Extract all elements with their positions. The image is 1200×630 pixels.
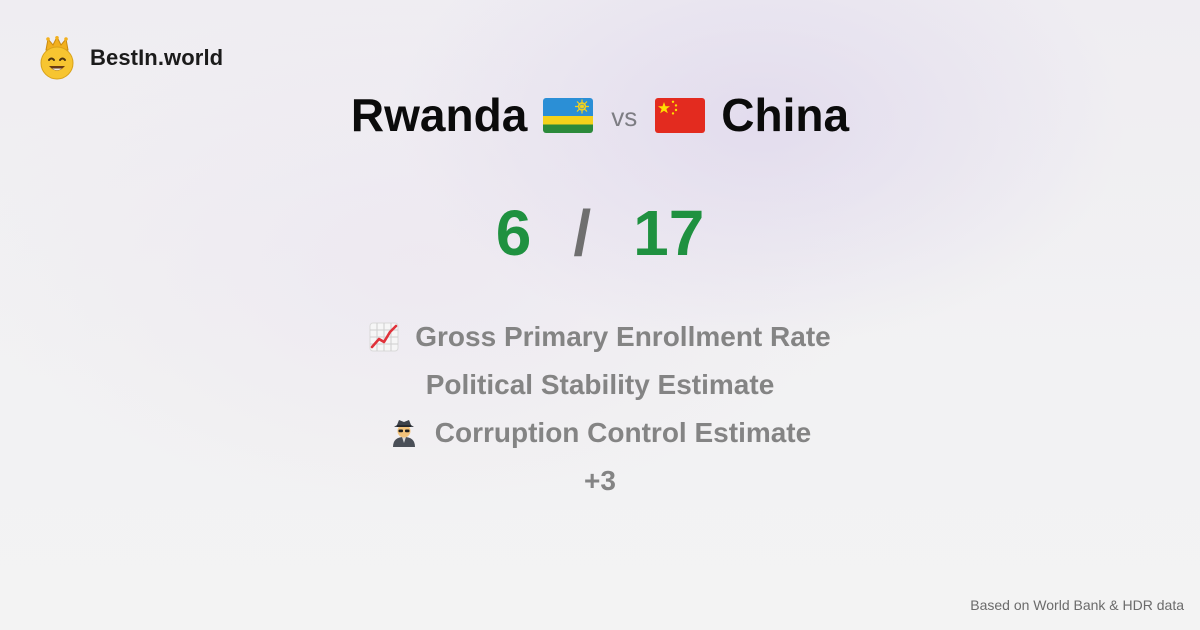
data-source-note: Based on World Bank & HDR data bbox=[970, 597, 1184, 613]
metric-item[interactable]: Political Stability Estimate bbox=[426, 361, 775, 409]
chart-increasing-icon bbox=[369, 322, 399, 352]
score-separator: / bbox=[573, 197, 592, 269]
crown-smiley-icon bbox=[38, 36, 76, 80]
score-left: 6 bbox=[495, 197, 532, 269]
metric-item[interactable]: Gross Primary Enrollment Rate bbox=[369, 313, 831, 361]
detective-icon bbox=[389, 418, 419, 448]
metric-label: Political Stability Estimate bbox=[425, 369, 775, 400]
brand-name: BestIn.world bbox=[90, 45, 224, 70]
score: 6 / 17 bbox=[0, 196, 1200, 270]
comparison-title: Rwanda vs China bbox=[0, 88, 1200, 142]
brand[interactable]: BestIn.world bbox=[38, 36, 223, 80]
country-left-name[interactable]: Rwanda bbox=[350, 89, 528, 141]
score-right: 17 bbox=[633, 197, 705, 269]
metrics-list: Gross Primary Enrollment Rate Political … bbox=[0, 313, 1200, 505]
metric-label: Gross Primary Enrollment Rate bbox=[415, 321, 831, 352]
metric-label: Corruption Control Estimate bbox=[434, 417, 812, 448]
more-metrics-link[interactable]: +3 bbox=[584, 465, 616, 496]
vs-label: vs bbox=[611, 101, 638, 132]
china-flag-icon bbox=[655, 97, 706, 133]
country-right-name[interactable]: China bbox=[721, 89, 850, 141]
rwanda-flag-icon bbox=[543, 97, 594, 133]
metric-item[interactable]: Corruption Control Estimate bbox=[389, 409, 811, 457]
